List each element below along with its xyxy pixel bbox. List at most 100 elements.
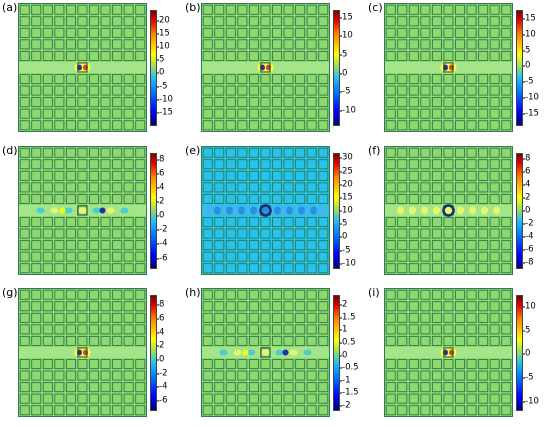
lattice-cell <box>19 159 30 170</box>
lattice-cell <box>31 39 42 50</box>
lattice-cell <box>408 312 419 323</box>
lattice-cell <box>89 159 100 170</box>
lattice-cell <box>420 16 431 27</box>
lattice-cell <box>385 182 396 193</box>
lattice-cell <box>306 382 317 393</box>
lattice-cell <box>112 301 123 312</box>
lattice-cell <box>225 193 236 204</box>
lattice-cell <box>283 147 294 158</box>
lattice-cell <box>248 50 259 61</box>
lattice-cell <box>112 85 123 96</box>
lattice-cell <box>19 85 30 96</box>
colorbar-tick-label: -10 <box>523 92 539 103</box>
lattice-cell <box>385 27 396 38</box>
lattice-cell <box>489 289 500 300</box>
lattice-cell <box>31 4 42 15</box>
lattice-cell <box>478 159 489 170</box>
lattice-cell <box>77 370 88 381</box>
lattice-cell <box>77 301 88 312</box>
lattice-cell <box>202 324 213 335</box>
lattice-cell <box>112 120 123 131</box>
lattice-cell <box>77 393 88 404</box>
lattice-cell <box>466 147 477 158</box>
colorbar-tick-label: 30 <box>340 152 353 163</box>
lattice-cell <box>202 50 213 61</box>
lattice-cell <box>443 182 454 193</box>
lattice-cell <box>237 251 248 262</box>
field-map-svg <box>19 4 146 131</box>
lattice-cell <box>397 393 408 404</box>
lattice-cell <box>283 193 294 204</box>
lattice-cell <box>478 251 489 262</box>
lattice-cell <box>272 85 283 96</box>
colorbar-tick-label: -2 <box>339 400 351 411</box>
lattice-cell <box>466 39 477 50</box>
lattice-cell <box>455 50 466 61</box>
lattice-cell <box>31 370 42 381</box>
field-map-svg <box>202 147 329 274</box>
lattice-cell <box>466 108 477 119</box>
lattice-cell <box>420 159 431 170</box>
lattice-cell <box>272 159 283 170</box>
lattice-cell <box>260 301 271 312</box>
lattice-cell <box>19 335 30 346</box>
lattice-cell <box>283 382 294 393</box>
lattice-cell <box>385 74 396 85</box>
lattice-cell <box>501 312 512 323</box>
lattice-cell <box>295 108 306 119</box>
lattice-cell <box>100 74 111 85</box>
field-hotspot <box>433 206 440 215</box>
lattice-cell <box>237 16 248 27</box>
lattice-cell <box>501 97 512 108</box>
lattice-cell <box>318 120 329 131</box>
lattice-cell <box>19 382 30 393</box>
lattice-cell <box>89 50 100 61</box>
lattice-cell <box>431 240 442 251</box>
lattice-cell <box>225 263 236 274</box>
lattice-cell <box>89 120 100 131</box>
lattice-cell <box>135 50 146 61</box>
lattice-cell <box>65 4 76 15</box>
lattice-cell <box>202 16 213 27</box>
panel-label: (i) <box>368 286 380 299</box>
lattice-cell <box>135 359 146 370</box>
lattice-cell <box>225 312 236 323</box>
lattice-cell <box>283 97 294 108</box>
lattice-cell <box>31 193 42 204</box>
lattice-cell <box>318 193 329 204</box>
lattice-cell <box>501 182 512 193</box>
lattice-cell <box>478 301 489 312</box>
panel-label: (c) <box>368 1 383 14</box>
lattice-cell <box>408 97 419 108</box>
field-map <box>201 146 330 275</box>
lattice-cell <box>65 74 76 85</box>
lattice-cell <box>89 370 100 381</box>
lattice-cell <box>272 50 283 61</box>
lattice-cell <box>77 382 88 393</box>
lattice-cell <box>478 240 489 251</box>
lattice-cell <box>420 193 431 204</box>
lattice-cell <box>42 324 53 335</box>
lattice-cell <box>306 240 317 251</box>
lattice-cell <box>202 27 213 38</box>
lattice-cell <box>135 335 146 346</box>
lattice-cell <box>318 39 329 50</box>
colorbar-ticks: 30 25 20 15 10 5 0 -5 -10 <box>339 152 366 269</box>
lattice-cell <box>19 228 30 239</box>
lattice-cell <box>455 228 466 239</box>
lattice-cell <box>295 193 306 204</box>
field-hotspot <box>440 61 457 74</box>
lattice-cell <box>65 301 76 312</box>
lattice-cell <box>295 335 306 346</box>
lattice-cell <box>42 50 53 61</box>
lattice-cell <box>272 16 283 27</box>
lattice-cell <box>385 251 396 262</box>
lattice-cell <box>489 324 500 335</box>
lattice-cell <box>100 217 111 228</box>
lattice-cell <box>443 240 454 251</box>
lattice-cell <box>123 359 134 370</box>
lattice-cell <box>100 182 111 193</box>
lattice-cell <box>306 193 317 204</box>
field-hotspot <box>261 349 270 356</box>
lattice-cell <box>77 120 88 131</box>
